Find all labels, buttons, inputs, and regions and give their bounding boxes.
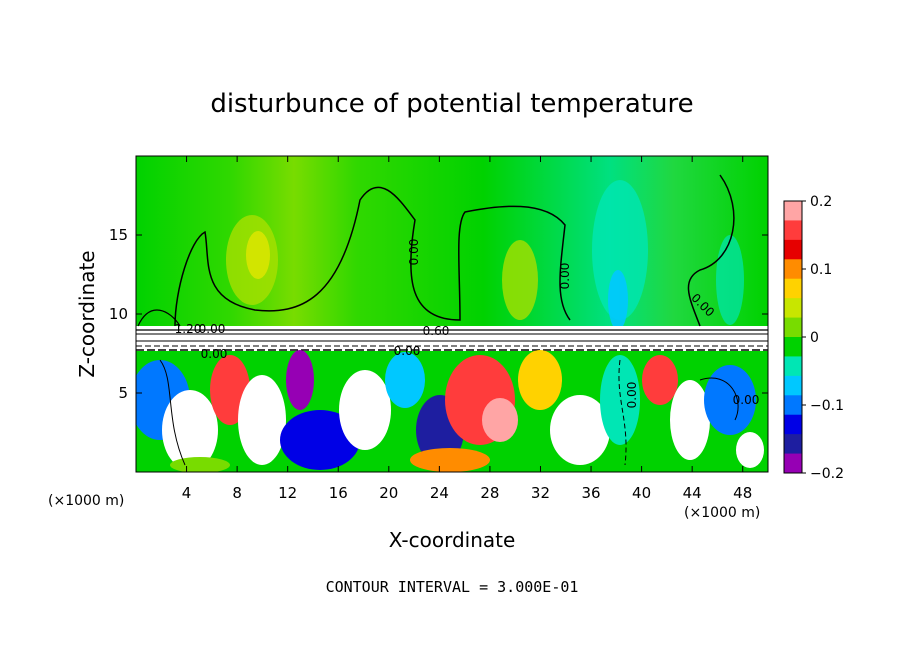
x-unit-label-right: (×1000 m) [684, 505, 760, 521]
colorbar-swatch [784, 259, 802, 280]
upper-blob [592, 180, 648, 320]
upper-blob [716, 235, 744, 325]
y-tick-label: 5 [118, 384, 128, 402]
contour-label: 0.00 [625, 382, 639, 409]
x-tick-label: 40 [632, 484, 651, 502]
contour-label: 0.00 [394, 344, 421, 358]
contour-line [137, 309, 181, 327]
colorbar-tick-label: 0.2 [810, 194, 832, 210]
colorbar-swatch [784, 375, 802, 396]
contour-line [618, 359, 627, 466]
plot-area [136, 156, 768, 472]
contour-label: 0.00 [199, 322, 226, 336]
colorbar-swatch [784, 414, 802, 435]
colorbar-swatch [784, 220, 802, 241]
colorbar-swatch [784, 239, 802, 260]
contour-line [687, 174, 735, 327]
colorbar-tick-label: −0.1 [810, 398, 844, 414]
x-tick-label: 20 [379, 484, 398, 502]
contour-line [699, 377, 739, 421]
contour-line [174, 186, 571, 327]
chart-title: disturbunce of potential temperature [210, 89, 693, 119]
contour-label: 0.00 [733, 393, 760, 407]
x-tick-label: 48 [733, 484, 752, 502]
x-axis-title: X-coordinate [389, 528, 516, 552]
upper-blob [608, 270, 628, 330]
x-unit-label-left: (×1000 m) [48, 493, 124, 509]
colorbar-swatch [784, 298, 802, 319]
x-tick-label: 28 [480, 484, 499, 502]
x-tick-label: 16 [329, 484, 348, 502]
colorbar-tick-label: −0.2 [810, 466, 844, 482]
colorbar-swatch [784, 201, 802, 221]
contour-label: 0.00 [407, 239, 421, 266]
colorbar-swatch [784, 337, 802, 357]
colorbar-swatch [784, 356, 802, 377]
colorbar-swatch [784, 278, 802, 299]
y-tick-label: 15 [109, 226, 128, 244]
contour-label: 1.20 [175, 322, 202, 336]
x-axis: 4 8 12 16 20 24 28 32 36 40 44 48 [182, 156, 752, 502]
colorbar [783, 200, 803, 474]
y-tick-label: 10 [109, 305, 128, 323]
colorbar-swatch [784, 317, 802, 338]
colorbar-tick-label: 0 [810, 330, 819, 346]
y-axis: 5 10 15 [109, 226, 768, 402]
x-tick-label: 4 [182, 484, 192, 502]
x-tick-label: 8 [232, 484, 242, 502]
x-tick-label: 36 [581, 484, 600, 502]
x-tick-label: 44 [683, 484, 702, 502]
upper-blob [502, 240, 538, 320]
contour-label: 0.00 [558, 263, 572, 290]
x-tick-label: 24 [430, 484, 449, 502]
contour-label: 0.60 [423, 324, 450, 338]
x-tick-label: 32 [531, 484, 550, 502]
colorbar-swatch [784, 395, 802, 416]
contour-interval-note: CONTOUR INTERVAL = 3.000E-01 [326, 578, 579, 596]
contour-line [159, 359, 186, 466]
contour-label: 0.00 [201, 347, 228, 361]
colorbar-ticks: 0.2 0.1 0 −0.1 −0.2 [802, 194, 844, 482]
colorbar-tick-label: 0.1 [810, 262, 832, 278]
x-tick-label: 12 [278, 484, 297, 502]
y-axis-title: Z-coordinate [75, 250, 99, 377]
turbulent-blobs [136, 350, 764, 472]
colorbar-swatch [784, 453, 802, 474]
upper-blob [246, 231, 270, 279]
colorbar-swatch [784, 434, 802, 455]
